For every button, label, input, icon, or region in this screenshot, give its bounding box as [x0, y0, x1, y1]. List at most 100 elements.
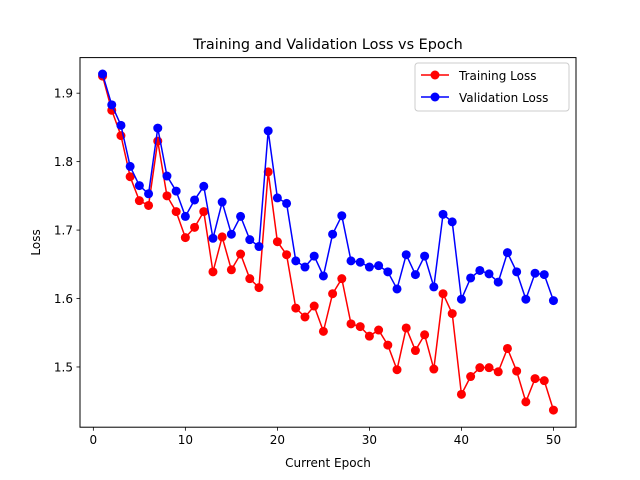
training-loss-point — [134, 196, 144, 206]
y-tick-label: 1.6 — [54, 292, 73, 306]
training-loss-point — [291, 303, 301, 313]
training-loss-point — [236, 249, 246, 259]
training-loss-point — [171, 207, 181, 217]
plot-frame — [79, 57, 577, 428]
validation-loss-point — [466, 273, 476, 283]
validation-loss-point — [420, 251, 430, 261]
validation-loss-point — [199, 181, 209, 191]
validation-loss-point — [116, 120, 126, 130]
legend-validation-label: Validation Loss — [459, 91, 548, 105]
training-loss-series — [98, 71, 558, 415]
y-axis-label: Loss — [29, 229, 43, 255]
validation-loss-point — [171, 186, 181, 196]
y-tick-label: 1.8 — [54, 155, 73, 169]
validation-loss-point — [107, 100, 117, 110]
training-loss-point — [208, 267, 218, 277]
training-loss-point — [199, 207, 209, 217]
validation-loss-point — [125, 161, 135, 171]
validation-loss-point — [180, 211, 190, 221]
validation-loss-point — [512, 267, 522, 277]
training-loss-point — [438, 289, 448, 299]
training-loss-point — [484, 363, 494, 373]
legend: Training Loss Validation Loss — [414, 62, 570, 112]
validation-loss-point — [364, 262, 374, 272]
training-loss-point — [364, 331, 374, 341]
validation-loss-point — [475, 265, 485, 275]
y-tick-label: 1.9 — [54, 86, 73, 100]
validation-loss-point — [521, 294, 531, 304]
training-loss-point — [493, 367, 503, 377]
training-loss-point — [180, 233, 190, 243]
validation-loss-point — [438, 209, 448, 219]
x-axis-label: Current Epoch — [285, 456, 371, 470]
validation-loss-point — [429, 282, 439, 292]
validation-loss-point — [383, 267, 393, 277]
legend-validation-marker — [430, 92, 440, 102]
training-loss-point — [217, 232, 227, 242]
training-loss-point — [254, 283, 264, 293]
training-loss-point — [521, 397, 531, 407]
x-tick-label: 30 — [362, 433, 377, 447]
validation-loss-point — [208, 233, 218, 243]
validation-loss-point — [282, 198, 292, 208]
validation-loss-point — [217, 197, 227, 207]
training-loss-point — [429, 364, 439, 374]
validation-loss-point — [484, 269, 494, 279]
training-loss-point — [282, 250, 292, 260]
chart-title: Training and Validation Loss vs Epoch — [192, 37, 462, 53]
validation-loss-point — [456, 294, 466, 304]
x-tick-label: 10 — [178, 433, 193, 447]
validation-loss-point — [226, 229, 236, 239]
validation-loss-point — [493, 277, 503, 287]
x-tick-label: 50 — [546, 433, 561, 447]
validation-loss-point — [410, 270, 420, 280]
validation-loss-point — [245, 235, 255, 245]
validation-loss-point — [401, 250, 411, 260]
training-loss-point — [502, 343, 512, 353]
training-loss-point — [392, 365, 402, 375]
training-loss-point — [226, 265, 236, 275]
x-tick-label: 40 — [454, 433, 469, 447]
validation-loss-point — [153, 123, 163, 133]
validation-loss-point — [539, 270, 549, 280]
plot-area — [80, 57, 576, 428]
training-loss-point — [355, 322, 365, 332]
validation-loss-point — [328, 229, 338, 239]
training-loss-point — [263, 167, 273, 177]
training-loss-point — [125, 172, 135, 182]
training-loss-point — [374, 325, 384, 335]
training-loss-point — [300, 312, 310, 322]
legend-box — [414, 62, 570, 112]
y-tick-label: 1.5 — [54, 360, 73, 374]
validation-loss-point — [162, 171, 172, 181]
validation-loss-point — [374, 261, 384, 271]
training-loss-point — [512, 366, 522, 376]
training-loss-point — [190, 222, 200, 232]
validation-loss-point — [318, 271, 328, 281]
training-loss-point — [337, 274, 347, 284]
validation-loss-point — [530, 268, 540, 278]
training-loss-point — [162, 191, 172, 201]
validation-loss-point — [309, 251, 319, 261]
training-loss-point — [410, 346, 420, 356]
training-loss-point — [539, 376, 549, 386]
training-loss-point — [272, 237, 282, 247]
training-loss-point — [401, 323, 411, 333]
y-tick-label: 1.7 — [54, 223, 73, 237]
validation-loss-point — [190, 195, 200, 205]
training-loss-point — [383, 340, 393, 350]
validation-loss-point — [272, 193, 282, 203]
training-loss-point — [548, 405, 558, 415]
validation-loss-point — [254, 242, 264, 252]
training-loss-point — [447, 309, 457, 319]
training-loss-point — [144, 200, 154, 210]
legend-training-label: Training Loss — [458, 69, 536, 83]
validation-loss-point — [263, 126, 273, 136]
training-loss-point — [475, 363, 485, 373]
training-loss-point — [318, 326, 328, 336]
validation-loss-point — [447, 217, 457, 227]
validation-loss-point — [355, 257, 365, 267]
training-loss-point — [466, 372, 476, 382]
validation-loss-point — [98, 69, 108, 79]
